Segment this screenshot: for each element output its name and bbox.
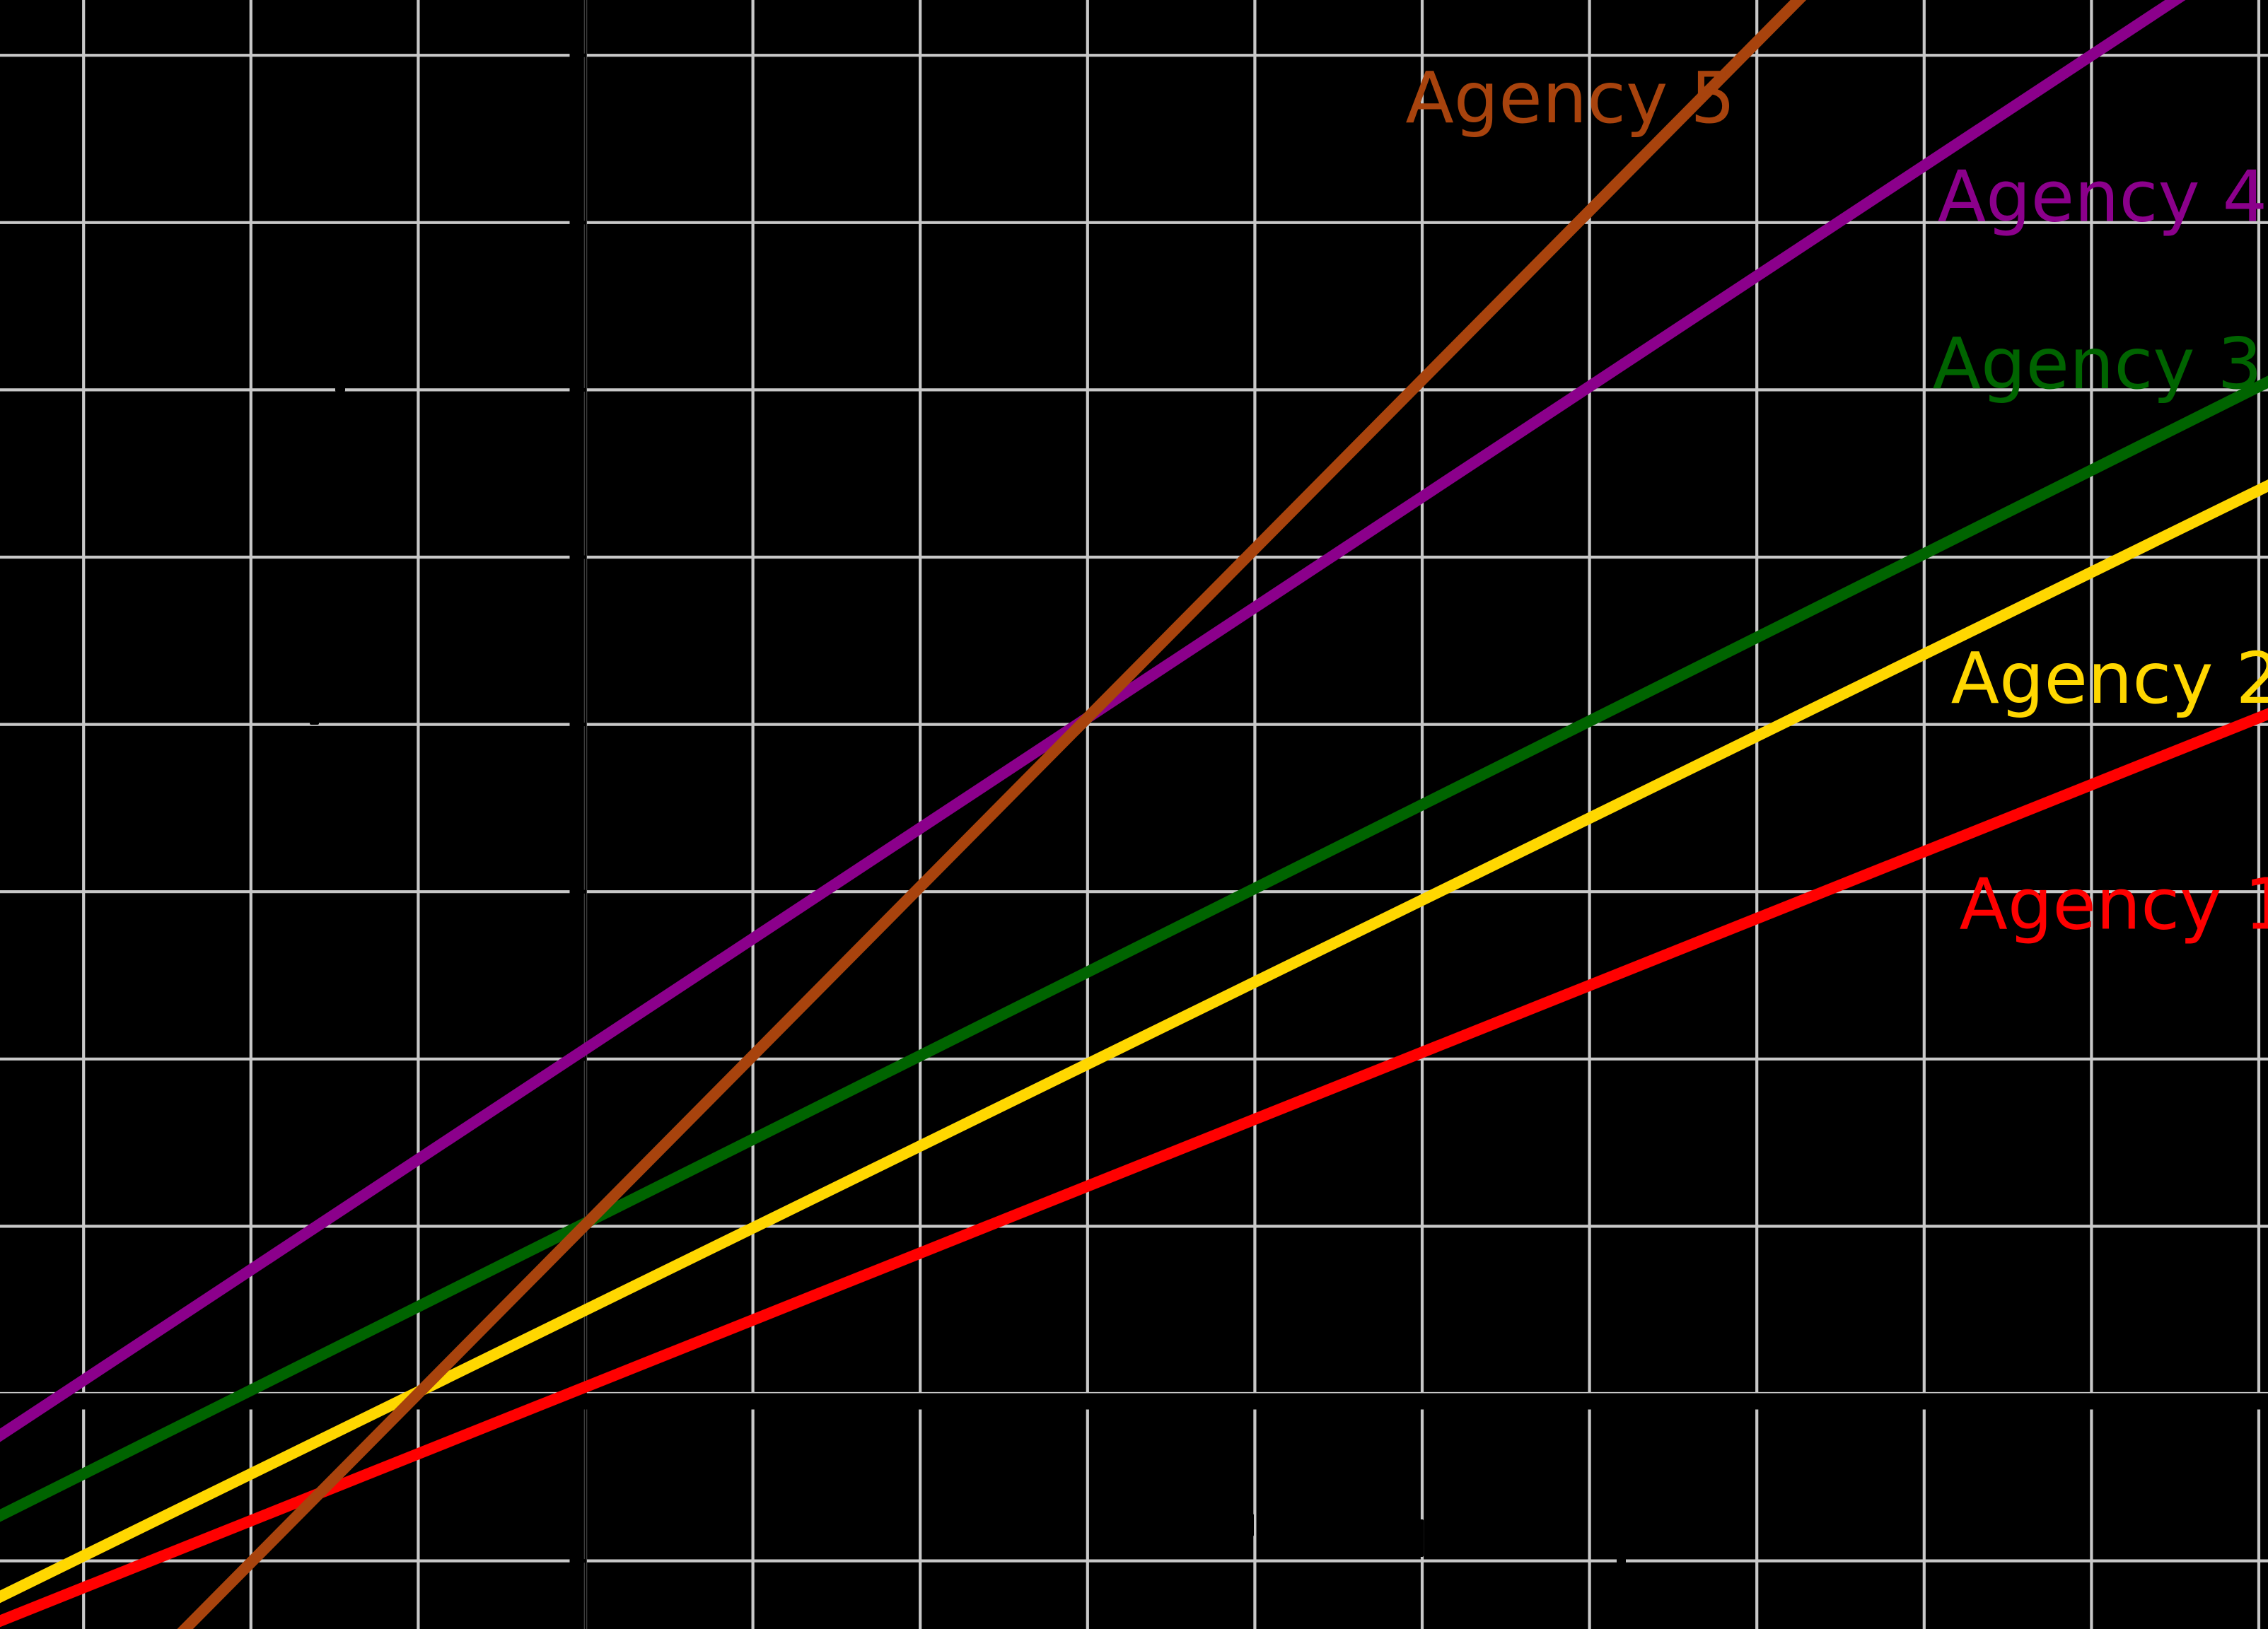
x-axis-tick [81,1394,86,1410]
x-axis-tick [1420,1394,1424,1410]
x-axis-tick [1588,1394,1592,1410]
x-axis-tick [249,1394,253,1410]
axis-ticks [81,53,2261,1563]
x-axis-tick [1086,1394,1090,1410]
series-label-agency-5: Agency 5 [1405,57,1735,139]
y-axis-tick [569,555,585,559]
black-text-fragment [335,384,345,392]
x-axis-tick [1252,1394,1257,1410]
y-axis-tick [569,53,585,57]
black-text-fragment [1617,1555,1626,1568]
series-label-agency-1: Agency 1 [1959,863,2268,945]
series-line-agency-1 [0,708,2268,1628]
series-label-agency-4: Agency 4 [1938,155,2267,238]
x-axis-tick [1922,1394,1926,1410]
x-axis-tick [2089,1394,2093,1410]
x-axis-tick [918,1394,922,1410]
y-axis-tick [569,1559,585,1563]
x-axis-tick [416,1394,420,1410]
series-line-agency-2 [0,479,2268,1604]
x-axis-tick [751,1394,755,1410]
black-text-fragment [310,717,319,725]
x-axis-tick [583,1394,588,1410]
series-label-agency-2: Agency 2 [1951,637,2268,720]
series-line-agency-4 [0,0,2186,1442]
y-axis-tick [569,387,585,392]
illegible-black-axis-text-fragments [310,384,1626,1568]
black-text-fragment [1414,1519,1424,1557]
x-axis-tick [1755,1394,1759,1410]
y-axis-tick [569,723,585,727]
y-axis-tick [569,889,585,894]
series-labels: Agency 1 Agency 2 Agency 3 Agency 4 Agency 5 [1405,57,2268,945]
x-axis-tick [2257,1394,2261,1410]
series-line-agency-3 [0,375,2268,1522]
y-axis-tick [569,221,585,225]
black-text-fragment [1248,1514,1254,1536]
series-label-agency-3: Agency 3 [1933,322,2262,405]
